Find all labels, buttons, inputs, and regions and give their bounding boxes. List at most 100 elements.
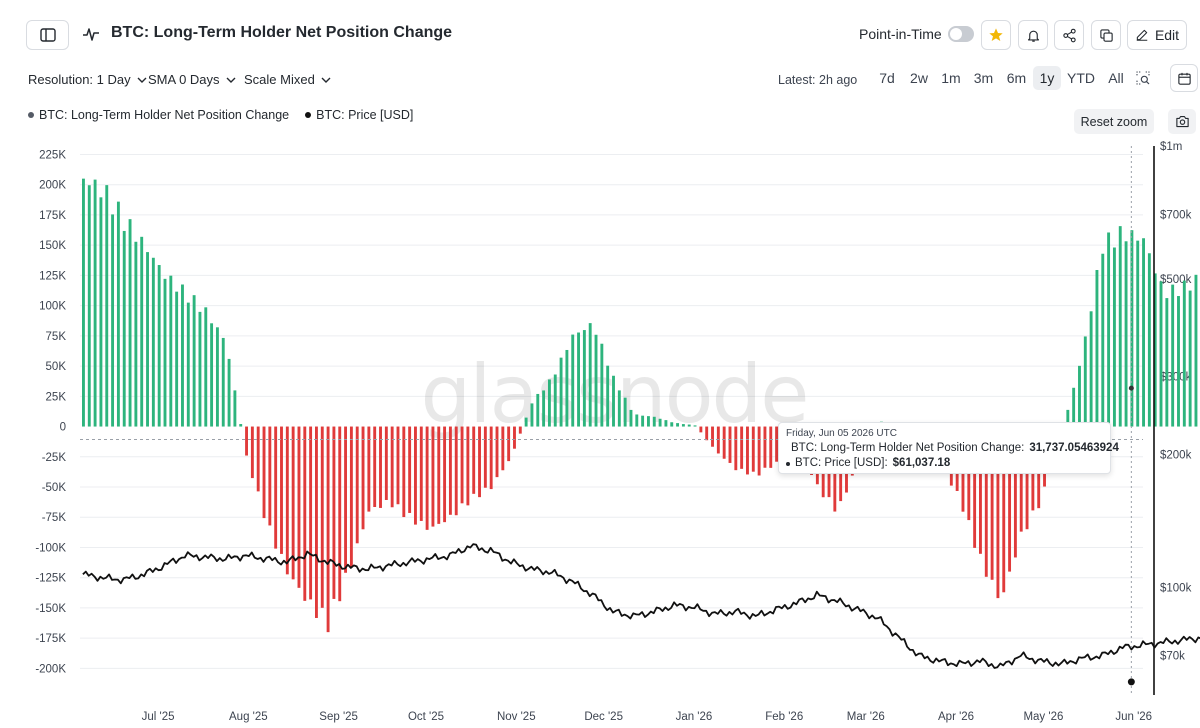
right-tick-label: $300k bbox=[1160, 372, 1192, 384]
net-position-bar bbox=[647, 416, 650, 427]
net-position-bar bbox=[169, 275, 173, 427]
chevron-down-icon bbox=[137, 77, 147, 83]
net-position-bar bbox=[1153, 273, 1157, 427]
sidebar-toggle-button[interactable] bbox=[26, 20, 69, 50]
range-3m-button[interactable]: 3m bbox=[973, 70, 994, 86]
tooltip-bullet bbox=[786, 461, 790, 466]
net-position-bar bbox=[483, 426, 487, 488]
net-position-bar bbox=[466, 426, 470, 506]
net-position-bar bbox=[1066, 409, 1070, 427]
reset-zoom-button[interactable]: Reset zoom bbox=[1074, 109, 1154, 134]
net-position-bar bbox=[87, 185, 91, 427]
net-position-bar bbox=[192, 295, 196, 427]
net-position-bar bbox=[600, 343, 604, 427]
net-position-bar bbox=[722, 426, 726, 459]
resolution-dropdown[interactable]: Resolution: 1 Day bbox=[28, 72, 147, 87]
right-axis-ticks: $1m $700k $500k $300k $200k $100k $70k bbox=[1160, 141, 1192, 663]
range-2w-button[interactable]: 2w bbox=[910, 70, 928, 86]
net-position-bar bbox=[769, 426, 773, 468]
tooltip-label: BTC: Price [USD]: bbox=[795, 457, 888, 469]
tooltip-value: $61,037.18 bbox=[892, 457, 951, 469]
right-tick-label: $70k bbox=[1160, 651, 1185, 663]
range-1m-button[interactable]: 1m bbox=[941, 70, 961, 86]
net-position-bar bbox=[355, 426, 359, 544]
net-position-bar bbox=[612, 375, 615, 427]
calendar-button[interactable] bbox=[1170, 64, 1198, 92]
net-position-bar bbox=[297, 426, 301, 588]
share-button[interactable] bbox=[1054, 20, 1084, 50]
net-position-bar bbox=[524, 417, 528, 427]
net-position-bar bbox=[303, 426, 307, 601]
net-position-bar bbox=[134, 241, 138, 427]
net-position-bar bbox=[1177, 296, 1180, 427]
alert-button[interactable] bbox=[1018, 20, 1048, 50]
range-7d-button[interactable]: 7d bbox=[879, 70, 895, 86]
x-tick-label: Jul '25 bbox=[142, 711, 175, 723]
favorite-button[interactable] bbox=[981, 20, 1011, 50]
left-tick-label: 200K bbox=[39, 180, 66, 192]
left-tick-label: 225K bbox=[39, 149, 66, 161]
net-position-bar bbox=[361, 426, 365, 530]
net-position-bar bbox=[594, 334, 598, 427]
net-position-bar bbox=[1118, 226, 1122, 427]
net-position-bar bbox=[582, 330, 586, 427]
legend-swatch bbox=[305, 112, 312, 118]
header: BTC: Long-Term Holder Net Position Chang… bbox=[0, 0, 1200, 70]
resolution-label: Resolution: 1 Day bbox=[28, 72, 131, 87]
edit-button[interactable]: Edit bbox=[1127, 20, 1187, 50]
range-1y-button[interactable]: 1y bbox=[1033, 66, 1061, 90]
legend-item-net-position[interactable]: BTC: Long-Term Holder Net Position Chang… bbox=[28, 108, 289, 122]
net-position-bar bbox=[1072, 387, 1076, 427]
x-axis-ticks: Jul '25 Aug '25 Sep '25 Oct '25 Nov '25 Dec '… bbox=[142, 711, 1152, 723]
net-position-bar bbox=[402, 426, 406, 518]
net-position-bar bbox=[1136, 240, 1140, 427]
scale-label: Scale Mixed bbox=[244, 72, 315, 87]
net-position-bar bbox=[338, 426, 342, 602]
net-position-bar bbox=[285, 426, 289, 575]
left-tick-label: 25K bbox=[46, 391, 67, 403]
left-tick-label: -25K bbox=[42, 452, 67, 464]
hover-marker-net-position bbox=[1128, 385, 1134, 391]
legend-item-price[interactable]: BTC: Price [USD] bbox=[305, 108, 413, 122]
net-position-bar bbox=[681, 424, 685, 427]
net-position-bar bbox=[577, 332, 580, 427]
net-position-bar bbox=[1019, 426, 1023, 532]
zoom-select-button[interactable] bbox=[1131, 66, 1155, 90]
share-icon bbox=[1062, 28, 1076, 42]
x-tick-label: May '26 bbox=[1023, 711, 1063, 723]
screenshot-button[interactable] bbox=[1168, 109, 1196, 134]
net-position-bar bbox=[693, 425, 697, 427]
net-position-bar bbox=[454, 426, 458, 516]
range-ytd-button[interactable]: YTD bbox=[1067, 70, 1095, 86]
net-position-bar bbox=[198, 311, 202, 427]
copy-button[interactable] bbox=[1091, 20, 1121, 50]
net-position-bar bbox=[530, 403, 534, 427]
net-position-bar bbox=[507, 426, 511, 462]
net-position-bar bbox=[186, 302, 190, 427]
net-position-bar bbox=[151, 257, 155, 427]
sma-dropdown[interactable]: SMA 0 Days bbox=[148, 72, 236, 87]
x-tick-label: Oct '25 bbox=[408, 711, 444, 723]
left-tick-label: 175K bbox=[39, 210, 66, 222]
scale-dropdown[interactable]: Scale Mixed bbox=[244, 72, 331, 87]
tooltip-date: Friday, Jun 05 2026 UTC bbox=[786, 428, 897, 439]
net-position-bar bbox=[676, 423, 680, 427]
point-in-time-toggle[interactable] bbox=[948, 26, 974, 42]
net-position-bar bbox=[670, 422, 674, 427]
net-position-bar bbox=[1025, 426, 1029, 530]
net-position-bar bbox=[157, 265, 161, 427]
net-position-bar bbox=[367, 426, 371, 512]
net-position-bar bbox=[1112, 247, 1116, 427]
chart-controls: Resolution: 1 Day SMA 0 Days Scale Mixed bbox=[0, 66, 1200, 96]
left-tick-label: 150K bbox=[39, 240, 66, 252]
range-all-button[interactable]: All bbox=[1108, 70, 1124, 86]
range-6m-button[interactable]: 6m bbox=[1006, 70, 1027, 86]
watermark: glassnode bbox=[420, 348, 807, 441]
net-position-bar bbox=[1095, 270, 1099, 427]
net-position-bar bbox=[349, 426, 353, 568]
legend-label: BTC: Long-Term Holder Net Position Chang… bbox=[39, 108, 290, 122]
net-position-bar bbox=[751, 426, 755, 472]
net-position-bar bbox=[1194, 274, 1198, 427]
metric-line-icon bbox=[83, 28, 99, 41]
net-position-bar bbox=[146, 252, 149, 427]
